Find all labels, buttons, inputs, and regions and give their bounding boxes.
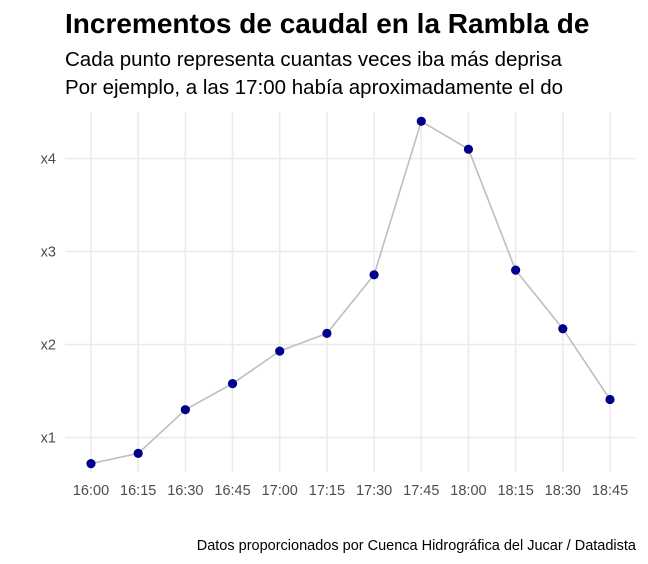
data-point-1730 — [369, 270, 379, 280]
chart-title: Incrementos de caudal en la Rambla de — [65, 8, 589, 39]
data-point-1745 — [416, 116, 426, 126]
data-point-1600 — [86, 459, 96, 469]
data-point-1800 — [463, 144, 474, 154]
x-tick-label-1645: 16:45 — [214, 483, 250, 499]
series-caudal — [90, 120, 611, 465]
x-tick-label-1715: 17:15 — [309, 483, 345, 499]
plot-panel — [65, 112, 636, 472]
y-tick-label-x3: x3 — [41, 245, 56, 261]
x-tick-label-1600: 16:00 — [73, 483, 109, 499]
x-tick-label-1730: 17:30 — [356, 483, 392, 499]
y-axis: x1 x2 x3 x4 — [41, 152, 56, 447]
y-gridlines — [65, 157, 636, 439]
data-point-1815 — [511, 265, 521, 275]
x-tick-label-1700: 17:00 — [262, 483, 298, 499]
data-point-1715 — [322, 328, 332, 338]
x-tick-label-1630: 16:30 — [167, 483, 203, 499]
data-point-1700 — [275, 346, 285, 356]
data-point-1830 — [558, 324, 568, 334]
data-point-1645 — [227, 379, 238, 389]
chart-subtitle-line-1: Cada punto representa cuantas veces iba … — [65, 48, 562, 71]
series-line — [90, 120, 611, 465]
data-point-1845 — [605, 394, 615, 405]
x-tick-label-1815: 18:15 — [497, 483, 533, 499]
x-tick-label-1615: 16:15 — [120, 483, 156, 499]
x-tick-label-1830: 18:30 — [545, 483, 581, 499]
x-tick-label-1800: 18:00 — [450, 483, 486, 499]
y-tick-label-x2: x2 — [41, 338, 56, 354]
x-tick-label-1745: 17:45 — [403, 483, 439, 499]
y-tick-label-x4: x4 — [41, 152, 56, 168]
x-tick-label-1845: 18:45 — [592, 483, 628, 499]
data-points — [86, 116, 615, 469]
data-point-1630 — [180, 405, 190, 415]
x-gridlines — [90, 112, 611, 472]
chart-caption: Datos proporcionados por Cuenca Hidrográ… — [197, 538, 637, 554]
x-axis: 16:00 16:15 16:30 16:45 17:00 17:15 17:30 17:45… — [73, 483, 628, 499]
y-tick-label-x1: x1 — [41, 431, 56, 447]
data-point-1615 — [133, 448, 143, 458]
chart-subtitle-line-2: Por ejemplo, a las 17:00 había aproximad… — [65, 76, 563, 99]
